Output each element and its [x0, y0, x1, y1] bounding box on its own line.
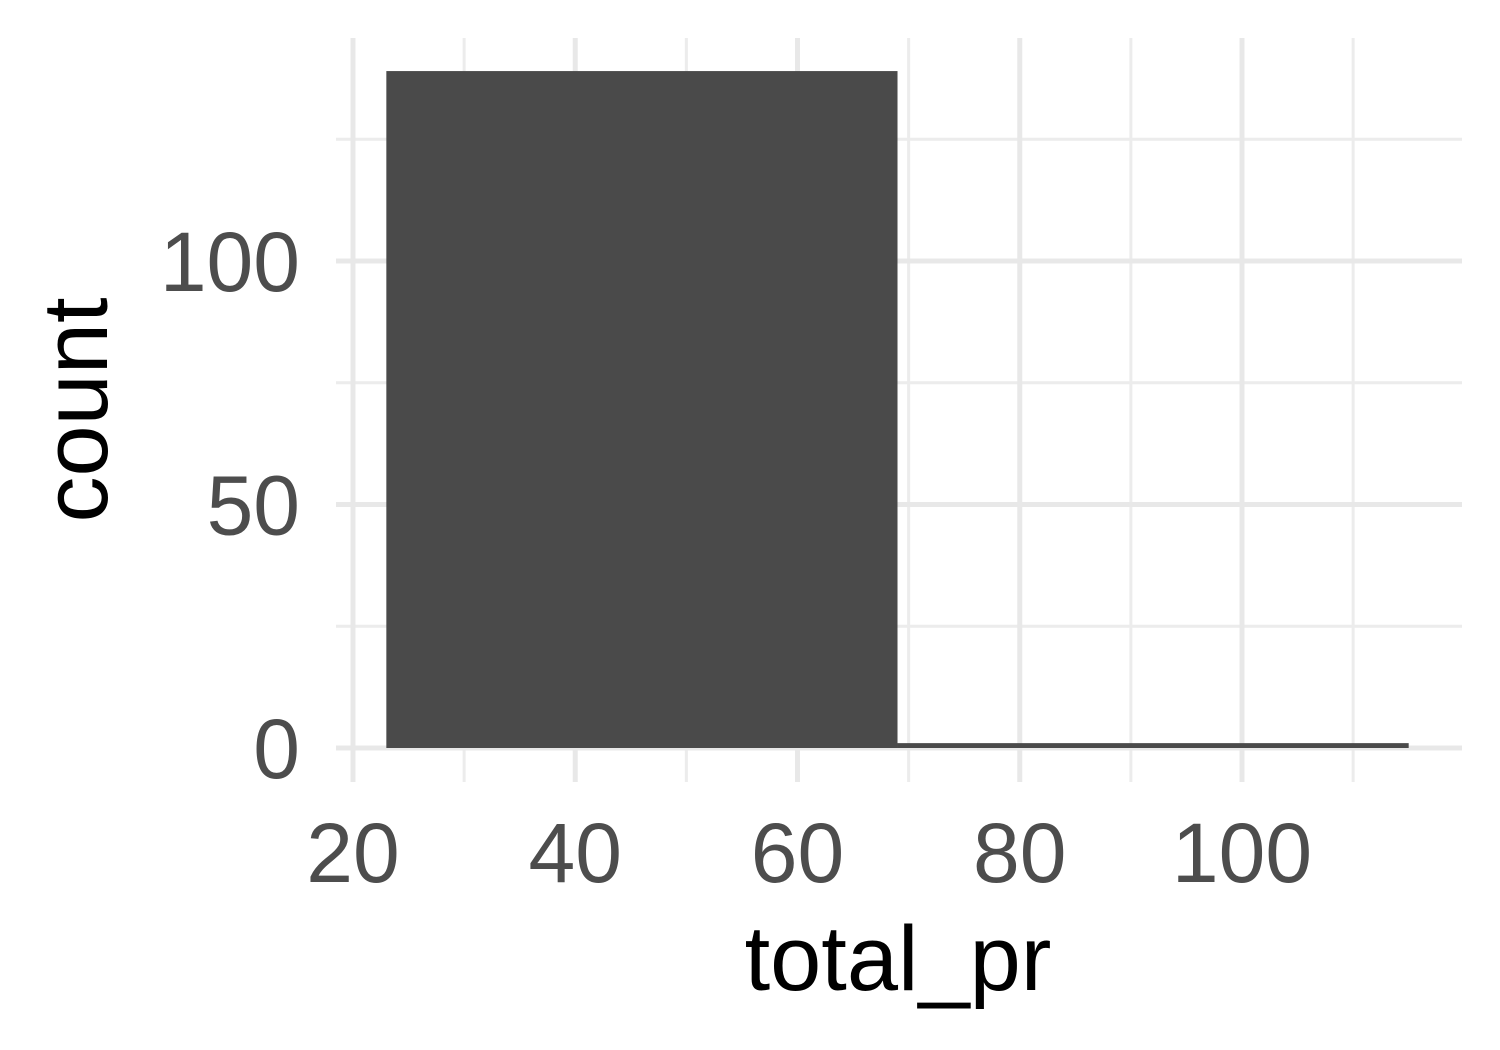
y-tick-label: 100: [160, 215, 300, 309]
x-tick-labels: 20 40 60 80 100: [306, 806, 1312, 900]
x-tick-label: 100: [1172, 806, 1312, 900]
x-tick-label: 60: [751, 806, 844, 900]
y-tick-labels: 0 50 100: [160, 215, 300, 796]
x-tick-label: 40: [529, 806, 622, 900]
x-tick-label: 80: [973, 806, 1066, 900]
x-tick-label: 20: [306, 806, 399, 900]
y-tick-label: 50: [207, 459, 300, 553]
histogram-bar-2: [897, 743, 1409, 748]
histogram-bar-1: [386, 71, 898, 748]
y-tick-label: 0: [253, 702, 300, 796]
bars: [386, 71, 1409, 748]
y-axis-title: count: [25, 297, 127, 522]
x-axis-title: total_pr: [745, 908, 1052, 1010]
